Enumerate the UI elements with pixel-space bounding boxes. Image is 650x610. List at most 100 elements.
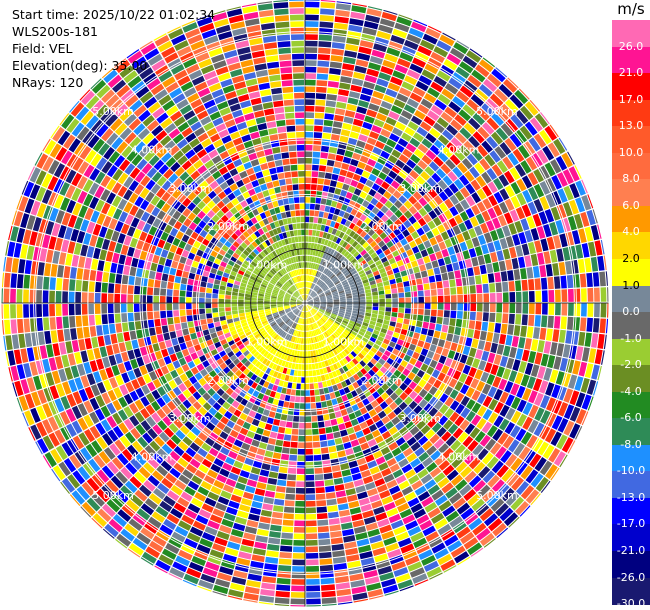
velocity-gate bbox=[178, 357, 187, 366]
velocity-gate bbox=[327, 271, 333, 277]
velocity-gate bbox=[496, 292, 503, 303]
velocity-gate bbox=[448, 77, 463, 90]
velocity-gate bbox=[288, 461, 297, 468]
velocity-gate bbox=[537, 441, 550, 456]
velocity-gate bbox=[337, 601, 353, 606]
velocity-gate bbox=[343, 339, 350, 346]
velocity-gate bbox=[338, 246, 345, 254]
velocity-gate bbox=[389, 321, 396, 327]
velocity-gate bbox=[305, 331, 307, 338]
velocity-gate bbox=[266, 314, 273, 318]
velocity-gate bbox=[353, 303, 359, 306]
velocity-gate bbox=[282, 324, 287, 330]
velocity-gate bbox=[329, 256, 335, 263]
velocity-gate bbox=[409, 92, 423, 103]
velocity-gate bbox=[290, 441, 298, 448]
velocity-gate bbox=[476, 303, 483, 312]
velocity-gate bbox=[372, 90, 385, 100]
velocity-gate bbox=[473, 480, 486, 493]
velocity-gate bbox=[500, 323, 508, 334]
velocity-gate bbox=[515, 291, 522, 303]
velocity-gate bbox=[297, 448, 305, 455]
velocity-gate bbox=[173, 445, 185, 457]
velocity-gate bbox=[352, 291, 359, 296]
velocity-gate bbox=[461, 158, 473, 170]
velocity-gate bbox=[301, 364, 305, 370]
velocity-gate bbox=[262, 429, 271, 437]
velocity-gate bbox=[232, 291, 238, 296]
velocity-gate bbox=[80, 244, 89, 257]
velocity-gate bbox=[466, 99, 480, 112]
velocity-gate bbox=[312, 350, 317, 357]
velocity-gate bbox=[320, 198, 327, 205]
velocity-gate bbox=[260, 435, 269, 444]
velocity-gate bbox=[174, 525, 189, 537]
velocity-gate bbox=[273, 342, 279, 349]
velocity-gate bbox=[481, 140, 493, 153]
velocity-gate bbox=[343, 116, 354, 124]
velocity-gate bbox=[466, 398, 476, 410]
velocity-gate bbox=[225, 299, 231, 303]
velocity-gate bbox=[367, 340, 375, 347]
velocity-gate bbox=[263, 497, 274, 505]
velocity-gate bbox=[394, 497, 407, 507]
velocity-gate bbox=[394, 452, 406, 463]
velocity-gate bbox=[326, 294, 332, 298]
velocity-gate bbox=[297, 370, 302, 377]
velocity-gate bbox=[327, 300, 333, 302]
velocity-gate bbox=[479, 330, 487, 341]
velocity-gate bbox=[328, 74, 340, 82]
velocity-gate bbox=[283, 381, 289, 388]
velocity-gate bbox=[228, 340, 235, 347]
velocity-gate bbox=[68, 291, 75, 303]
velocity-gate bbox=[183, 264, 191, 272]
velocity-gate bbox=[144, 445, 156, 457]
velocity-gate bbox=[563, 404, 575, 420]
velocity-gate bbox=[574, 303, 581, 317]
velocity-gate bbox=[316, 244, 321, 250]
velocity-gate bbox=[305, 125, 314, 132]
velocity-gate bbox=[322, 316, 328, 321]
velocity-gate bbox=[490, 442, 502, 455]
velocity-gate bbox=[254, 376, 262, 384]
velocity-gate bbox=[516, 178, 527, 192]
velocity-gate bbox=[525, 469, 539, 484]
velocity-gate bbox=[437, 288, 444, 296]
velocity-gate bbox=[316, 342, 320, 349]
velocity-gate bbox=[147, 475, 160, 487]
velocity-gate bbox=[42, 403, 53, 418]
velocity-gate bbox=[360, 222, 368, 230]
velocity-gate bbox=[194, 320, 201, 327]
velocity-gate bbox=[404, 469, 416, 479]
velocity-gate bbox=[342, 365, 349, 372]
velocity-gate bbox=[389, 374, 398, 383]
velocity-gate bbox=[269, 320, 276, 326]
velocity-gate bbox=[398, 537, 412, 548]
velocity-gate bbox=[356, 266, 363, 273]
velocity-gate bbox=[341, 341, 348, 348]
velocity-gate bbox=[411, 308, 418, 315]
velocity-gate bbox=[383, 536, 397, 546]
velocity-gate bbox=[438, 459, 450, 471]
velocity-gate bbox=[134, 399, 145, 411]
velocity-gate bbox=[424, 502, 438, 513]
velocity-gate bbox=[238, 289, 245, 294]
velocity-gate bbox=[333, 279, 340, 284]
velocity-gate bbox=[179, 309, 186, 317]
velocity-gate bbox=[345, 273, 352, 279]
velocity-gate bbox=[238, 330, 245, 337]
velocity-gate bbox=[45, 249, 54, 263]
velocity-gate bbox=[217, 572, 232, 582]
velocity-gate bbox=[263, 350, 269, 358]
velocity-gate bbox=[82, 462, 96, 477]
velocity-gate bbox=[161, 477, 174, 489]
velocity-gate bbox=[309, 255, 313, 262]
velocity-gate bbox=[296, 310, 300, 316]
velocity-gate bbox=[358, 497, 370, 506]
velocity-gate bbox=[256, 335, 263, 341]
velocity-gate bbox=[31, 261, 39, 275]
velocity-gate bbox=[283, 401, 290, 408]
velocity-gate bbox=[210, 361, 219, 370]
velocity-gate bbox=[415, 80, 429, 92]
velocity-gate bbox=[339, 388, 346, 396]
